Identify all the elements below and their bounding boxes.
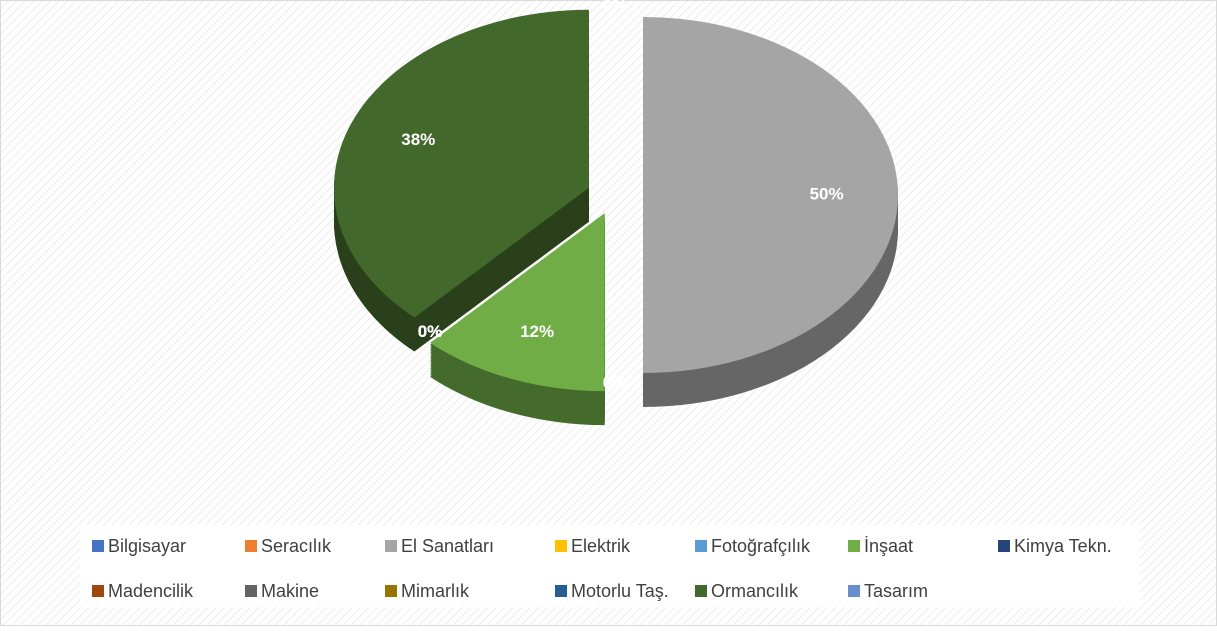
data-label: 0% (418, 322, 443, 341)
legend-swatch (245, 585, 257, 597)
legend-label: Bilgisayar (108, 536, 186, 556)
legend-label: Motorlu Taş. (571, 581, 669, 601)
legend-label: Madencilik (108, 581, 194, 601)
data-labels: 0%0%50%0%0%12%0%0%0%0%0%38%0% (401, 0, 843, 392)
slice (430, 213, 605, 392)
legend-label: El Sanatları (401, 536, 494, 556)
legend-swatch (92, 585, 104, 597)
data-label: 0% (418, 322, 443, 341)
data-label: 0% (418, 322, 443, 341)
slice (643, 17, 898, 373)
legend-swatch (555, 585, 567, 597)
legend-label: Ormancılık (711, 581, 799, 601)
legend-swatch (848, 540, 860, 552)
slice (333, 9, 589, 318)
data-label: 0% (418, 322, 443, 341)
legend-swatch (245, 540, 257, 552)
legend-swatch (848, 585, 860, 597)
data-label: 0% (418, 322, 443, 341)
data-label: 38% (401, 130, 435, 149)
legend-label: Fotoğrafçılık (711, 536, 811, 556)
legend-swatch (695, 585, 707, 597)
legend-swatch (998, 540, 1010, 552)
legend-label: Mimarlık (401, 581, 470, 601)
legend-label: İnşaat (864, 536, 913, 556)
legend-swatch (92, 540, 104, 552)
legend-label: Seracılık (261, 536, 332, 556)
legend-swatch (385, 585, 397, 597)
legend-swatch (385, 540, 397, 552)
legend-label: Makine (261, 581, 319, 601)
data-label: 0% (603, 373, 628, 392)
data-label: 12% (520, 322, 554, 341)
pie (333, 9, 898, 426)
data-label: 0% (603, 0, 628, 15)
legend-label: Kimya Tekn. (1014, 536, 1112, 556)
data-label: 0% (603, 0, 628, 15)
legend: Bilgisayar Seracılık El Sanatları Elektrik F… (92, 536, 1112, 601)
legend-swatch (695, 540, 707, 552)
legend-label: Tasarım (864, 581, 928, 601)
legend-swatch (555, 540, 567, 552)
data-label: 50% (810, 184, 844, 203)
legend-label: Elektrik (571, 536, 631, 556)
data-label: 0% (603, 0, 628, 15)
data-label: 0% (603, 373, 628, 392)
